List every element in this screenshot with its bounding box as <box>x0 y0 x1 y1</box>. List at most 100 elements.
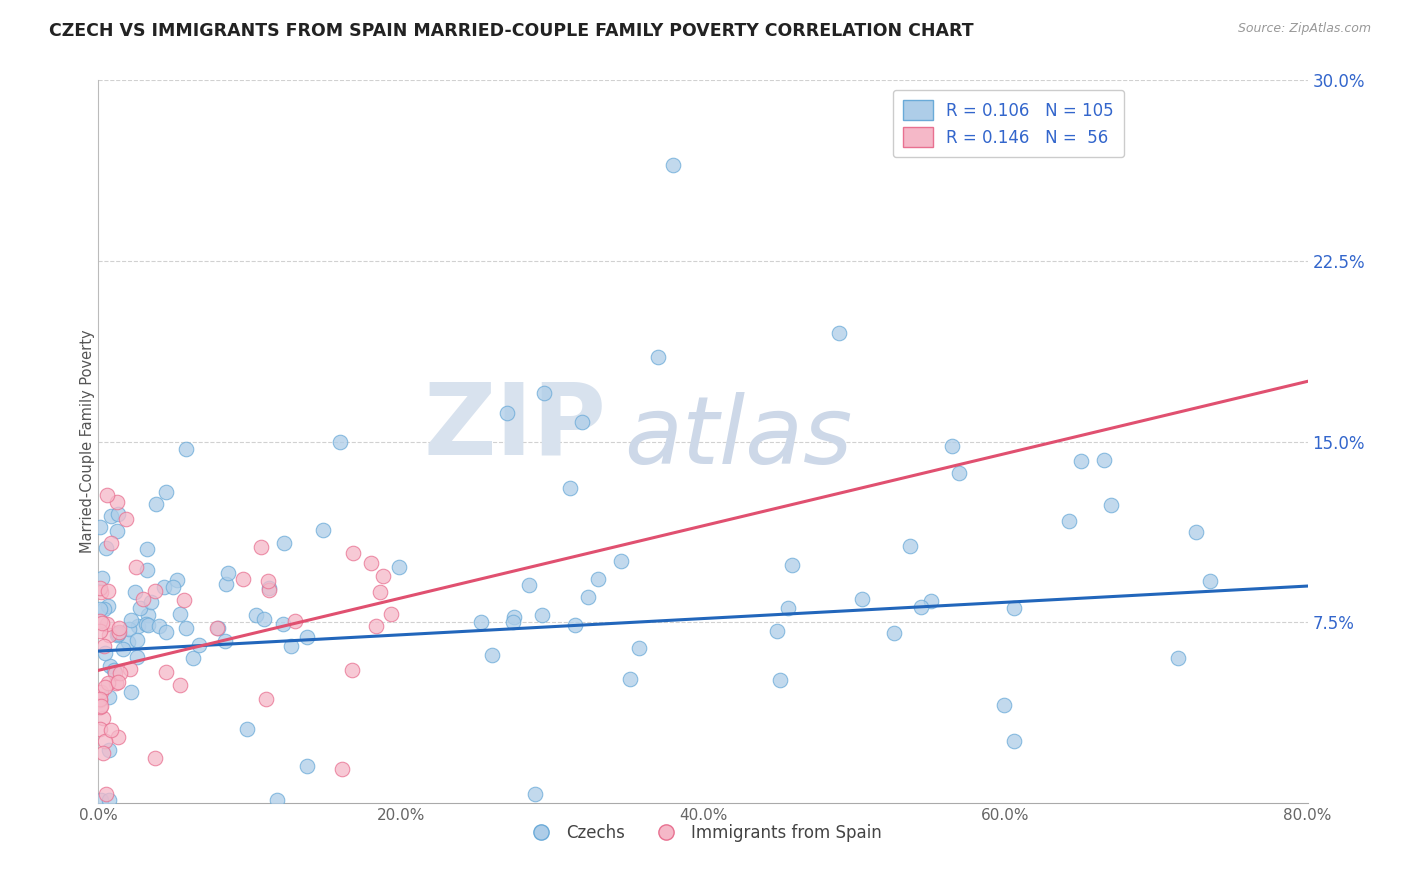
Point <box>360 556 382 570</box>
Text: ZIP: ZIP <box>423 378 606 475</box>
Point <box>103 663 125 677</box>
Point <box>90 685 112 699</box>
Point <box>898 539 921 553</box>
Point <box>502 615 524 629</box>
Point <box>94 681 117 695</box>
Point <box>910 599 932 614</box>
Point <box>207 621 229 635</box>
Point <box>127 632 149 647</box>
Point <box>145 497 167 511</box>
Point <box>254 691 277 706</box>
Point <box>125 649 148 664</box>
Point <box>111 642 134 657</box>
Point <box>155 625 177 640</box>
Text: atlas: atlas <box>624 392 852 483</box>
Point <box>187 638 209 652</box>
Point <box>661 157 683 171</box>
Text: CZECH VS IMMIGRANTS FROM SPAIN MARRIED-COUPLE FAMILY POVERTY CORRELATION CHART: CZECH VS IMMIGRANTS FROM SPAIN MARRIED-C… <box>49 22 974 40</box>
Point <box>131 592 153 607</box>
Point <box>105 676 128 690</box>
Point <box>948 467 970 481</box>
Point <box>1167 651 1189 665</box>
Point <box>108 666 131 681</box>
Point <box>135 563 157 577</box>
Point <box>97 599 120 614</box>
Point <box>162 580 184 594</box>
Point <box>284 615 307 629</box>
Point <box>136 542 159 557</box>
Point <box>90 793 112 807</box>
Point <box>517 578 540 592</box>
Point <box>236 723 259 737</box>
Point <box>89 693 111 707</box>
Point <box>297 759 319 773</box>
Point <box>647 350 669 364</box>
Point <box>266 793 288 807</box>
Point <box>1199 574 1222 588</box>
Point <box>91 571 114 585</box>
Point <box>89 614 111 628</box>
Point <box>117 635 139 649</box>
Point <box>152 580 174 594</box>
Point <box>107 675 129 690</box>
Point <box>120 613 142 627</box>
Point <box>169 678 191 692</box>
Point <box>920 594 942 608</box>
Point <box>1092 453 1115 467</box>
Point <box>100 535 122 549</box>
Point <box>530 607 553 622</box>
Point <box>107 507 129 521</box>
Point <box>481 648 503 662</box>
Point <box>217 566 239 581</box>
Point <box>138 607 160 622</box>
Point <box>127 619 149 633</box>
Point <box>330 763 353 777</box>
Point <box>89 602 111 616</box>
Point <box>295 631 318 645</box>
Point <box>125 559 148 574</box>
Point <box>155 665 177 679</box>
Point <box>107 624 129 639</box>
Point <box>107 626 129 640</box>
Point <box>578 590 600 604</box>
Point <box>124 585 146 599</box>
Point <box>533 386 555 401</box>
Point <box>98 658 121 673</box>
Point <box>89 699 111 714</box>
Point <box>173 592 195 607</box>
Point <box>273 536 295 550</box>
Point <box>90 699 112 714</box>
Point <box>257 583 280 598</box>
Point <box>769 673 792 687</box>
Point <box>108 621 131 635</box>
Point <box>1002 733 1025 747</box>
Point <box>107 731 129 745</box>
Point <box>91 711 114 725</box>
Point <box>368 585 391 599</box>
Point <box>91 746 114 760</box>
Point <box>118 622 141 636</box>
Point <box>1002 601 1025 615</box>
Point <box>342 546 364 560</box>
Point <box>329 434 352 449</box>
Point <box>89 624 111 639</box>
Legend: Czechs, Immigrants from Spain: Czechs, Immigrants from Spain <box>517 817 889 848</box>
Point <box>98 793 121 807</box>
Point <box>96 488 118 502</box>
Point <box>851 592 873 607</box>
Point <box>98 742 121 756</box>
Point <box>371 569 394 583</box>
Point <box>470 615 492 629</box>
Point <box>564 618 586 632</box>
Point <box>169 607 191 622</box>
Point <box>96 787 118 801</box>
Point <box>253 612 276 626</box>
Point <box>245 608 267 623</box>
Point <box>215 576 238 591</box>
Point <box>311 524 333 538</box>
Point <box>586 572 609 586</box>
Point <box>627 640 650 655</box>
Point <box>280 640 302 654</box>
Point <box>619 672 641 686</box>
Point <box>89 692 111 706</box>
